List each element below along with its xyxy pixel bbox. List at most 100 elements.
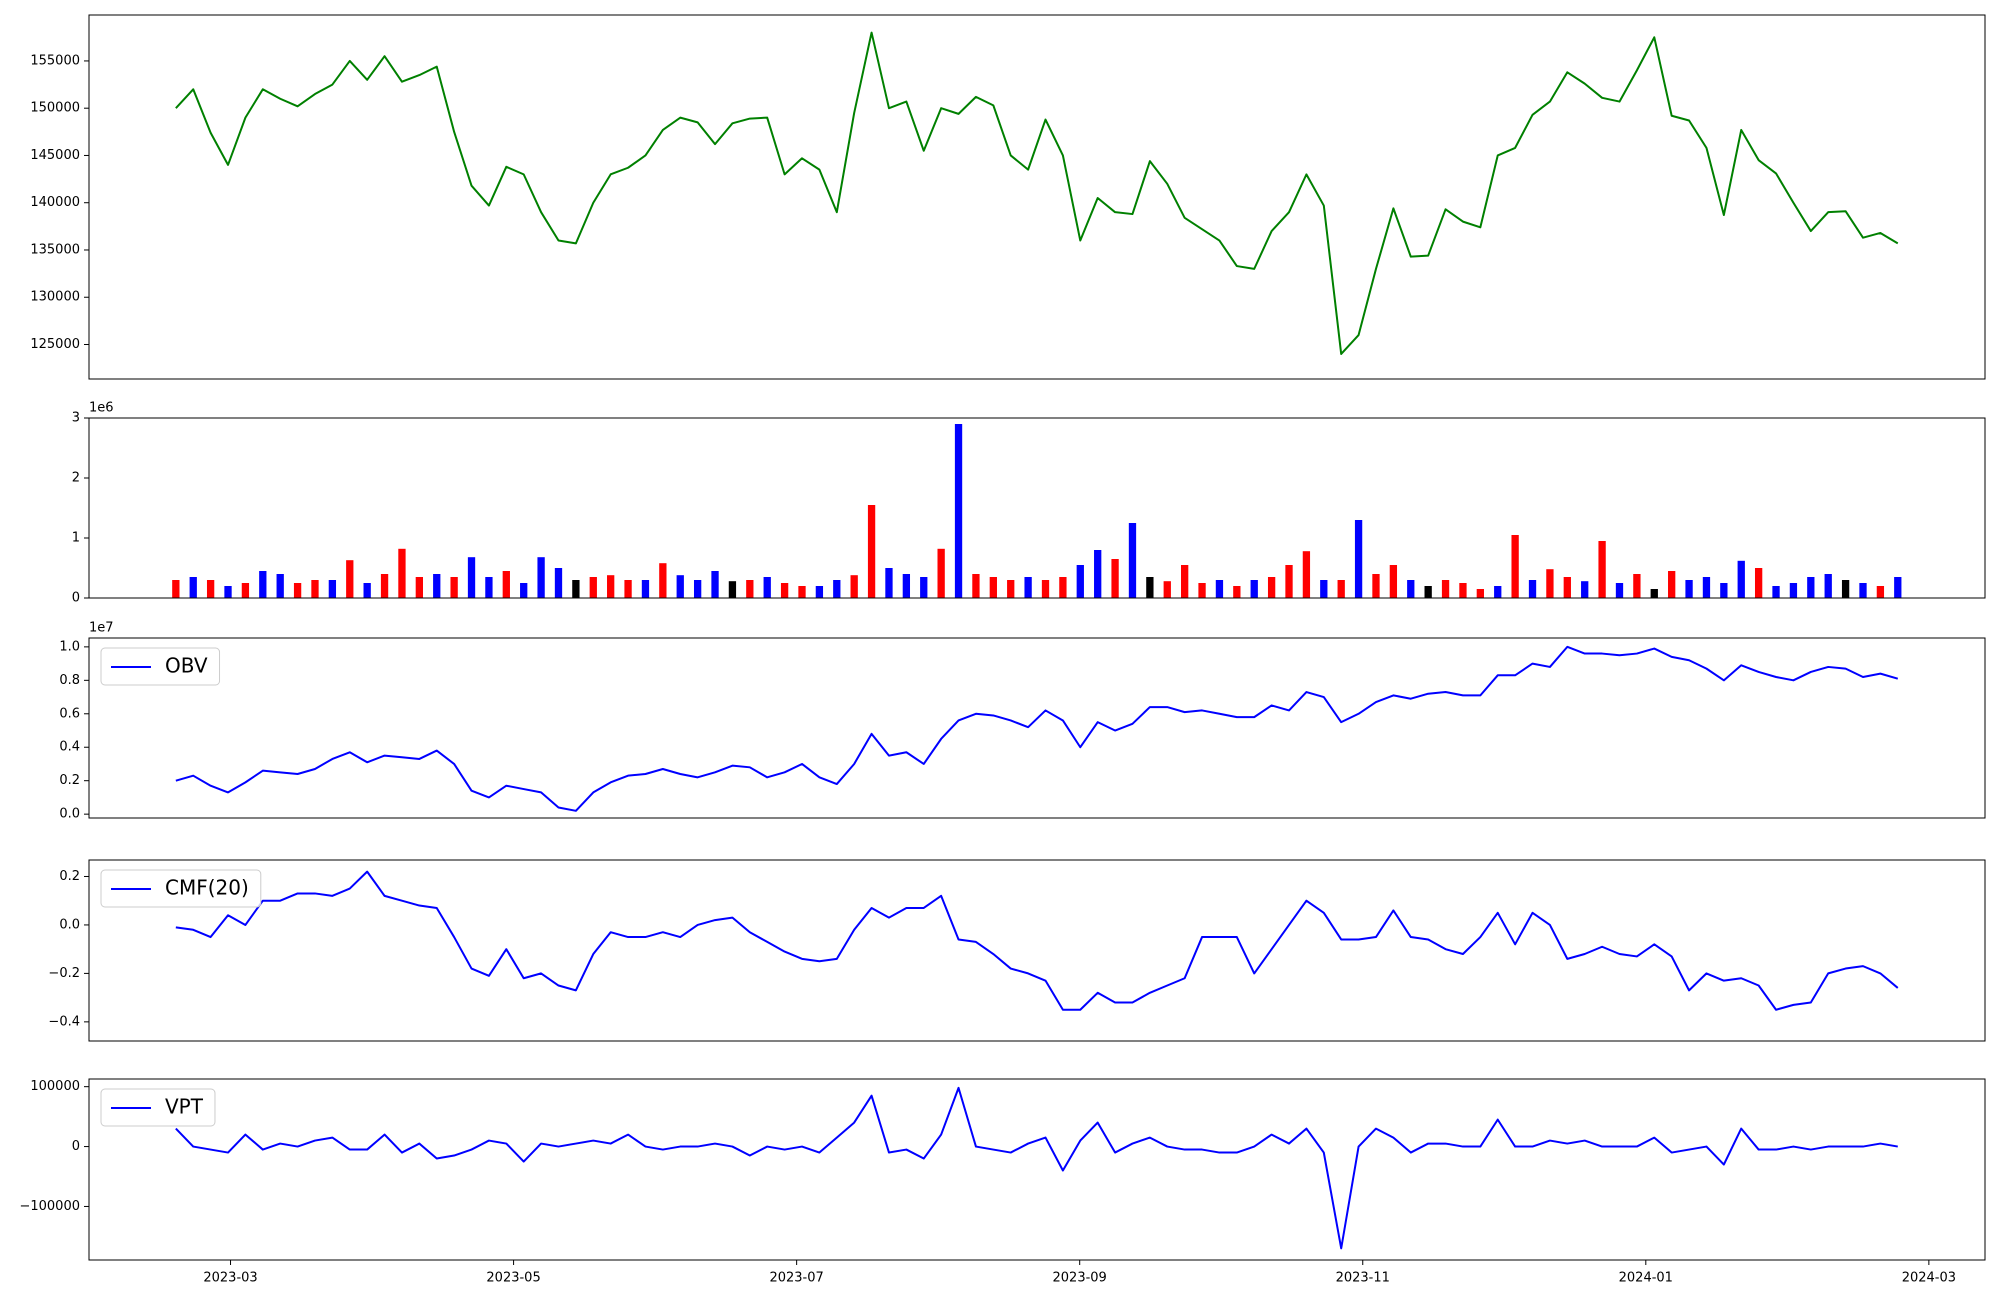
volume-bar	[1685, 580, 1693, 598]
volume-bar	[815, 586, 824, 598]
volume-bar	[1267, 577, 1276, 598]
volume-bar	[1320, 580, 1328, 598]
volume-bar	[589, 577, 597, 598]
volume-bar	[1563, 577, 1571, 598]
offset-text: 1e7	[89, 621, 114, 636]
data-line	[175, 870, 1899, 1011]
volume-bar	[1754, 568, 1763, 598]
volume-bar	[1250, 580, 1258, 598]
axes-frame	[88, 1078, 1986, 1261]
volume-bar	[1581, 581, 1589, 598]
volume-bar	[833, 580, 841, 598]
axes-frame	[88, 859, 1986, 1042]
volume-bar	[1894, 577, 1902, 598]
y-tick-label: 145000	[30, 148, 80, 163]
volume-bar	[1441, 580, 1450, 598]
volume-bar	[1511, 535, 1519, 598]
volume-bar	[328, 580, 337, 598]
volume-bar	[259, 571, 267, 598]
volume-bar	[1720, 583, 1728, 598]
volume-bar	[346, 560, 354, 598]
volume-bar	[763, 577, 771, 598]
volume-bar	[554, 568, 563, 598]
axes-frame	[88, 637, 1986, 819]
volume-bar	[1024, 577, 1032, 598]
volume-bar	[1094, 550, 1102, 598]
volume-bar	[311, 580, 319, 598]
volume-bar	[380, 574, 389, 598]
volume-bar	[1476, 589, 1484, 598]
y-tick-label: 100000	[30, 1079, 80, 1094]
volume-bar	[954, 424, 963, 598]
volume-bar	[659, 563, 667, 598]
y-tick-label: −0.4	[48, 1014, 80, 1029]
axes-frame	[88, 417, 1986, 599]
volume-bar	[433, 574, 441, 598]
volume-bar	[1111, 559, 1119, 598]
volume-bar	[1459, 583, 1467, 598]
legend-box	[100, 647, 221, 686]
volume-bar	[902, 574, 911, 598]
x-tick-label: 2023-09	[1053, 1271, 1107, 1286]
data-line	[175, 31, 1899, 355]
offset-text: 1e6	[89, 401, 114, 416]
y-tick-label: 0.4	[59, 740, 80, 755]
volume-bar	[276, 574, 284, 598]
volume-bar	[1668, 571, 1676, 598]
volume-bar	[1789, 583, 1798, 598]
volume-bar	[520, 583, 528, 598]
volume-bar	[1302, 551, 1311, 598]
volume-bar	[1633, 574, 1641, 598]
volume-bar	[641, 580, 650, 598]
data-line	[175, 645, 1899, 812]
x-tick-label: 2023-07	[769, 1271, 823, 1286]
y-tick-label: 155000	[30, 53, 80, 68]
volume-bar	[1007, 580, 1015, 598]
y-tick-label: 135000	[30, 242, 80, 257]
legend-label: CMF(20)	[165, 876, 249, 900]
y-tick-label: 0	[72, 591, 80, 606]
volume-bar	[415, 577, 423, 598]
y-tick-label: 140000	[30, 195, 80, 210]
volume-bar	[1198, 583, 1206, 598]
y-tick-label: 0.8	[59, 673, 80, 688]
plot-area	[172, 424, 1902, 598]
volume-bar	[398, 548, 406, 598]
volume-bar	[1041, 580, 1050, 598]
legend-label: VPT	[165, 1095, 204, 1119]
volume-bar	[1598, 541, 1606, 598]
legend-box	[100, 869, 262, 908]
y-tick-label: 1.0	[59, 639, 80, 654]
legend: CMF(20)	[100, 869, 262, 908]
x-tick-label: 2023-03	[203, 1271, 257, 1286]
axes-frame	[88, 14, 1986, 380]
volume-bar	[1650, 589, 1658, 598]
x-tick-label: 2024-01	[1619, 1271, 1673, 1286]
y-tick-label: 150000	[30, 101, 80, 116]
volume-bar	[1407, 580, 1415, 598]
plot-area	[175, 1086, 1898, 1250]
y-tick-label: 0.2	[59, 773, 80, 788]
volume-bar	[1876, 586, 1885, 598]
volume-bar	[1076, 565, 1084, 598]
volume-bar	[1841, 580, 1850, 598]
volume-bar	[989, 577, 997, 598]
legend-box	[100, 1088, 216, 1127]
plot-area	[175, 31, 1899, 355]
volume-bar	[607, 575, 615, 598]
volume-bar	[1389, 565, 1398, 598]
volume-bar	[1128, 523, 1137, 598]
volume-bar	[1337, 580, 1345, 598]
volume-bar	[728, 581, 737, 598]
volume-bar	[241, 583, 250, 598]
volume-bar	[885, 568, 893, 598]
volume-bar	[676, 575, 684, 598]
y-tick-label: 0.2	[59, 869, 80, 884]
volume-bar	[363, 583, 371, 598]
volume-bar	[711, 571, 719, 598]
volume-bar	[1233, 586, 1241, 598]
volume-bar	[537, 557, 545, 598]
y-tick-label: 125000	[30, 337, 80, 352]
volume-bar	[293, 583, 302, 598]
